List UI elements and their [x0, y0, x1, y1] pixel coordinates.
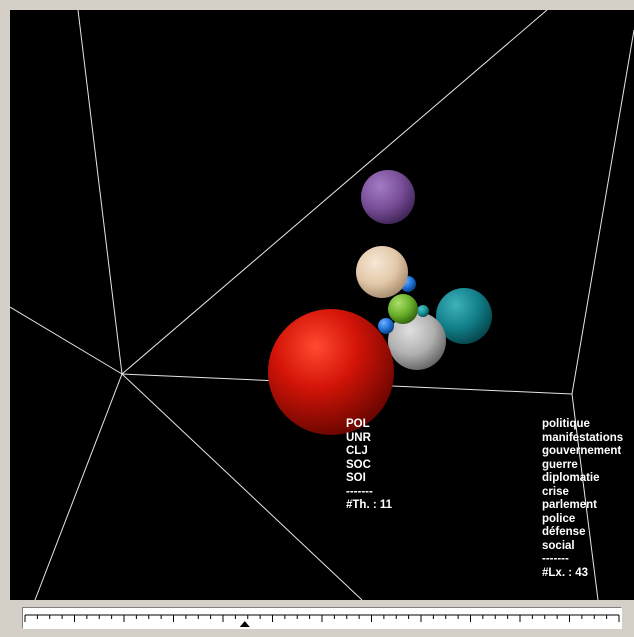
lexeme-label: gouvernement	[542, 445, 622, 457]
purple-sphere[interactable]	[361, 170, 415, 224]
slider-thumb-icon[interactable]	[239, 621, 250, 627]
red-sphere[interactable]	[268, 309, 394, 435]
edge-line	[34, 373, 123, 600]
theme-label: UNR	[346, 431, 371, 444]
3d-viewport[interactable]: POL UNR CLJ SOC SOI ------- #Th. : 11 po…	[10, 10, 634, 600]
slider-scale	[24, 614, 620, 627]
timeline-slider[interactable]	[22, 607, 622, 629]
theme-label: SOI	[346, 472, 366, 484]
lexeme-label: crise	[542, 485, 569, 498]
spheres	[268, 170, 492, 435]
green-sphere[interactable]	[388, 294, 418, 324]
themes-label-list: POL UNR CLJ SOC SOI ------- #Th. : 11	[346, 418, 392, 513]
slider-ticks	[24, 615, 620, 622]
lexeme-label: manifestations	[542, 431, 624, 444]
timeline-slider-panel	[10, 600, 634, 637]
beige-sphere[interactable]	[356, 246, 408, 298]
lexeme-label: parlement	[542, 499, 597, 511]
gray-sphere[interactable]	[388, 312, 446, 370]
scene-canvas	[10, 10, 634, 600]
teal-sphere[interactable]	[436, 288, 492, 344]
themes-separator: -------	[346, 485, 373, 498]
small-blue-sphere[interactable]	[378, 318, 394, 334]
edge-line	[121, 373, 363, 600]
lexeme-label: politique	[542, 418, 590, 430]
lexemes-separator: -------	[542, 553, 569, 565]
edge-line	[10, 306, 123, 375]
lexeme-label: guerre	[542, 458, 578, 471]
lexeme-label: police	[542, 512, 576, 525]
lexeme-label: défense	[542, 526, 586, 538]
cube-wireframe	[10, 10, 634, 600]
small-teal-sphere[interactable]	[417, 305, 429, 317]
theme-label: POL	[346, 418, 370, 430]
lexemes-label-list: politique manifestations gouvernement gu…	[542, 418, 623, 580]
lexeme-label: diplomatie	[542, 472, 600, 484]
lexeme-label: social	[542, 539, 575, 552]
edge-line	[571, 29, 634, 395]
edge-line	[121, 10, 548, 375]
theme-label: CLJ	[346, 445, 368, 457]
theme-label: SOC	[346, 458, 371, 471]
lexemes-count: #Lx. : 43	[542, 566, 589, 579]
edge-line	[571, 393, 599, 600]
themes-count: #Th. : 11	[346, 499, 393, 511]
edge-line	[77, 10, 123, 375]
